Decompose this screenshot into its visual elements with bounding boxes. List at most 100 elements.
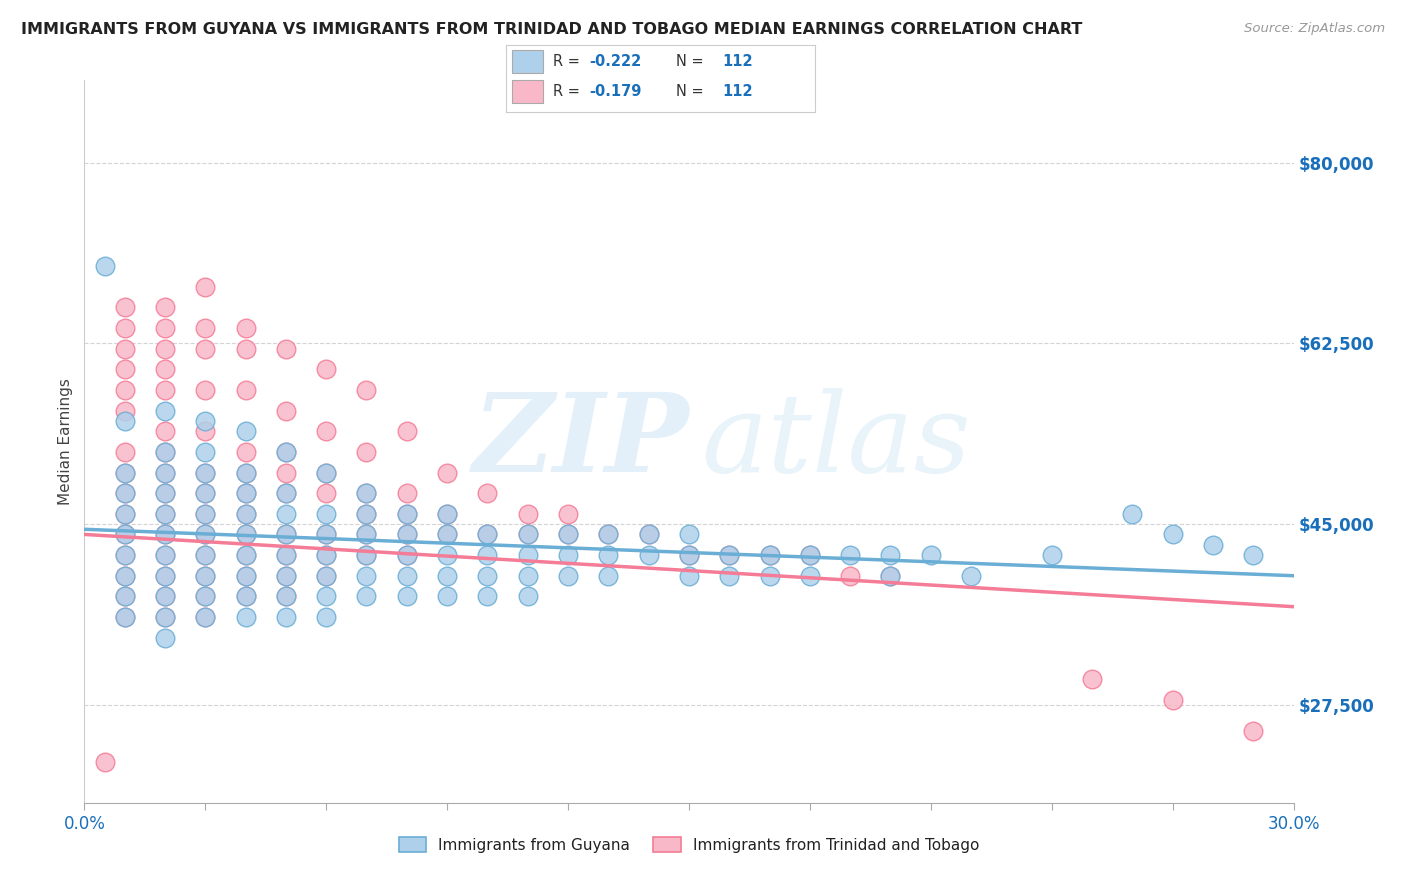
Point	[194, 610, 217, 624]
Point	[114, 527, 136, 541]
Point	[678, 548, 700, 562]
Point	[637, 527, 659, 541]
Point	[235, 590, 257, 604]
Point	[477, 590, 499, 604]
Point	[879, 568, 901, 582]
Point	[315, 610, 337, 624]
Point	[557, 548, 579, 562]
Point	[153, 466, 176, 480]
Point	[153, 610, 176, 624]
Point	[114, 568, 136, 582]
Point	[194, 590, 217, 604]
Point	[758, 548, 780, 562]
Point	[274, 527, 297, 541]
Point	[356, 507, 378, 521]
Point	[114, 486, 136, 500]
Point	[114, 466, 136, 480]
Point	[557, 568, 579, 582]
Point	[315, 486, 337, 500]
Point	[1040, 548, 1063, 562]
Point	[153, 590, 176, 604]
Point	[477, 568, 499, 582]
Point	[235, 527, 257, 541]
Point	[436, 507, 458, 521]
FancyBboxPatch shape	[512, 80, 543, 103]
Point	[395, 424, 418, 438]
Point	[194, 527, 217, 541]
Point	[356, 486, 378, 500]
Point	[356, 507, 378, 521]
Point	[194, 590, 217, 604]
Point	[194, 279, 217, 293]
Point	[153, 301, 176, 315]
Point	[436, 548, 458, 562]
Point	[516, 568, 538, 582]
Point	[799, 568, 821, 582]
Point	[1202, 538, 1225, 552]
Point	[153, 507, 176, 521]
Point	[678, 527, 700, 541]
Point	[194, 568, 217, 582]
Point	[194, 466, 217, 480]
Point	[114, 362, 136, 376]
Y-axis label: Median Earnings: Median Earnings	[58, 378, 73, 505]
Point	[436, 527, 458, 541]
Point	[516, 590, 538, 604]
Point	[598, 527, 620, 541]
Point	[114, 507, 136, 521]
Point	[194, 568, 217, 582]
Point	[194, 548, 217, 562]
Point	[395, 507, 418, 521]
Point	[395, 590, 418, 604]
Point	[235, 486, 257, 500]
Point	[395, 568, 418, 582]
Point	[395, 507, 418, 521]
Point	[477, 548, 499, 562]
Point	[356, 548, 378, 562]
Point	[153, 342, 176, 356]
Point	[356, 527, 378, 541]
FancyBboxPatch shape	[512, 50, 543, 73]
Point	[153, 321, 176, 335]
Point	[315, 424, 337, 438]
Point	[235, 383, 257, 397]
Point	[153, 610, 176, 624]
Point	[718, 548, 741, 562]
Point	[356, 548, 378, 562]
Point	[718, 548, 741, 562]
Point	[598, 548, 620, 562]
Point	[114, 466, 136, 480]
Point	[356, 527, 378, 541]
Point	[274, 548, 297, 562]
Point	[436, 507, 458, 521]
Point	[315, 507, 337, 521]
Point	[516, 527, 538, 541]
Point	[678, 548, 700, 562]
Legend: Immigrants from Guyana, Immigrants from Trinidad and Tobago: Immigrants from Guyana, Immigrants from …	[391, 830, 987, 860]
Point	[153, 527, 176, 541]
Point	[153, 548, 176, 562]
Point	[516, 527, 538, 541]
Point	[235, 548, 257, 562]
Point	[153, 631, 176, 645]
Point	[153, 568, 176, 582]
Point	[153, 445, 176, 459]
Point	[114, 383, 136, 397]
Point	[598, 568, 620, 582]
Point	[436, 568, 458, 582]
Point	[235, 610, 257, 624]
Point	[356, 383, 378, 397]
Point	[153, 548, 176, 562]
Point	[436, 466, 458, 480]
Point	[153, 383, 176, 397]
Point	[114, 590, 136, 604]
Point	[235, 548, 257, 562]
Point	[799, 548, 821, 562]
Point	[799, 548, 821, 562]
Point	[114, 610, 136, 624]
Point	[153, 507, 176, 521]
Point	[153, 590, 176, 604]
Point	[93, 755, 115, 769]
Point	[477, 486, 499, 500]
Point	[194, 548, 217, 562]
